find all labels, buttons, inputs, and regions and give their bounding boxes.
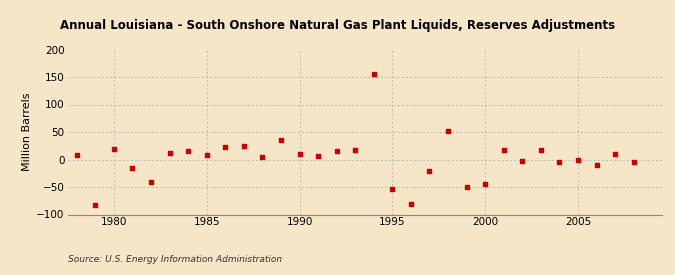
Point [369,72,379,76]
Point [257,155,268,159]
Point [572,157,583,162]
Point [443,129,454,133]
Text: Source: U.S. Energy Information Administration: Source: U.S. Energy Information Administ… [68,255,281,264]
Point [201,153,212,157]
Point [127,166,138,170]
Point [387,186,398,191]
Point [591,163,602,167]
Point [331,149,342,153]
Point [554,160,565,164]
Point [146,179,157,184]
Point [109,146,119,151]
Point [461,185,472,189]
Point [275,138,286,142]
Text: Annual Louisiana - South Onshore Natural Gas Plant Liquids, Reserves Adjustments: Annual Louisiana - South Onshore Natural… [60,19,615,32]
Point [350,148,360,152]
Point [610,152,620,156]
Point [238,144,249,148]
Point [480,182,491,186]
Point [313,153,323,158]
Point [628,160,639,164]
Point [164,151,175,155]
Point [517,158,528,163]
Point [424,168,435,173]
Point [72,153,82,157]
Point [294,152,305,156]
Point [183,149,194,153]
Point [90,203,101,207]
Point [406,201,416,206]
Point [498,148,509,152]
Point [535,148,546,152]
Y-axis label: Million Barrels: Million Barrels [22,93,32,171]
Point [220,145,231,150]
